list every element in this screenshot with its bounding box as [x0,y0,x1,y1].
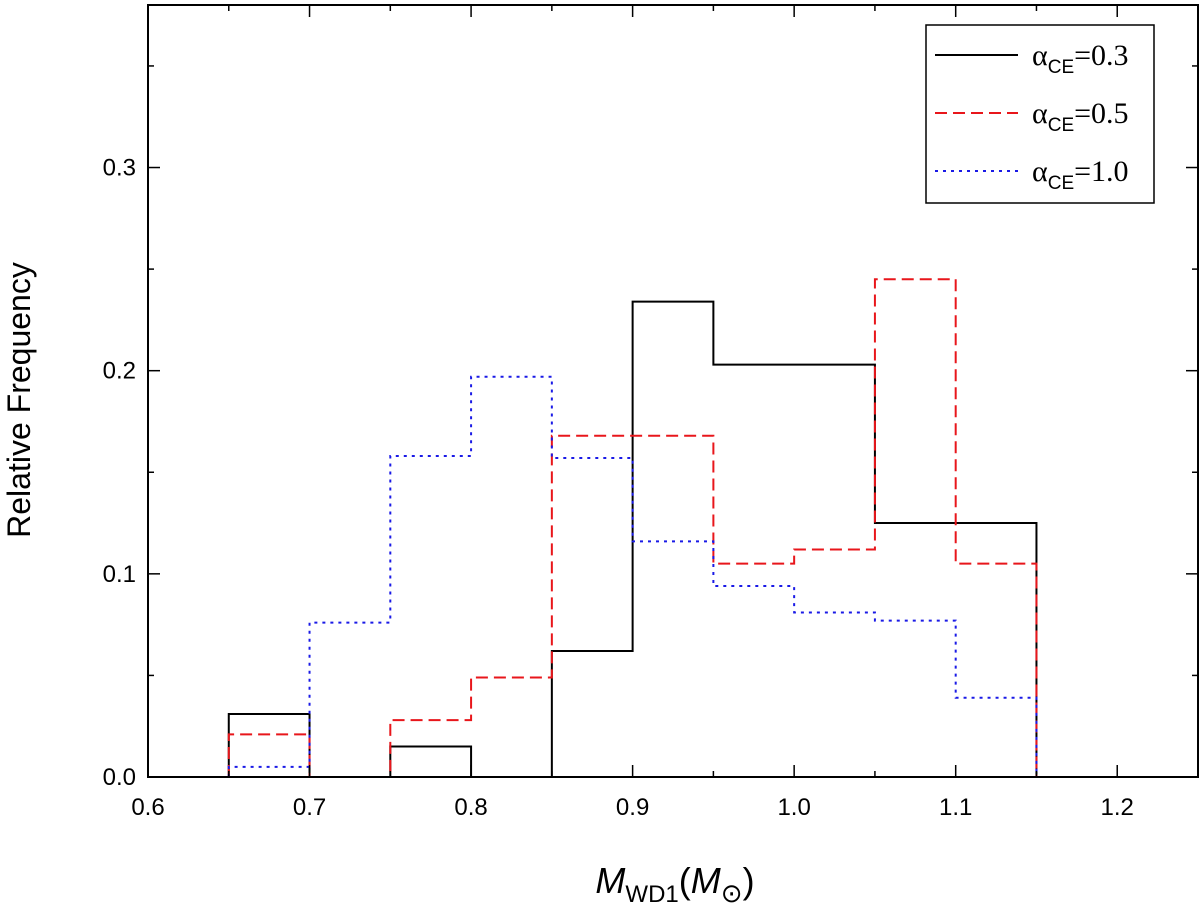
x-tick-label: 1.1 [939,794,972,821]
legend: αCE=0.3 αCE=0.5 αCE=1.0 [925,24,1155,204]
series-2-step-line [227,278,1038,778]
x-tick-label: 0.7 [293,794,326,821]
series-1-step-line [227,300,1038,778]
y-tick-label: 0.2 [103,358,136,385]
legend-label-3: αCE=1.0 [1032,155,1129,194]
x-axis-title-unit: M [691,860,721,901]
series-layer [227,278,1038,778]
sun-symbol-icon: ⊙ [721,878,743,908]
x-axis-title-main: M [595,860,625,901]
ticks-layer: 0.6 0.7 0.8 0.9 1.0 1.1 1.2 0.0 0.1 0.2 0.3 [103,5,1199,821]
x-tick-label: 1.2 [1101,794,1134,821]
x-axis-title-sub: WD1 [625,881,678,908]
x-tick-label: 1.0 [777,794,810,821]
y-axis-title: Relative Frequency [1,262,37,538]
legend-label-1: αCE=0.3 [1032,39,1129,78]
y-tick-label: 0.0 [103,764,136,791]
x-tick-label: 0.6 [131,794,164,821]
series-3-step-line [227,375,1038,777]
y-tick-label: 0.1 [103,561,136,588]
y-tick-label: 0.3 [103,155,136,182]
x-tick-label: 0.8 [454,794,487,821]
x-axis-title-paren-open: ( [679,860,691,901]
legend-label-2: αCE=0.5 [1032,97,1129,136]
x-tick-label: 0.9 [616,794,649,821]
plot-frame [147,4,1199,778]
x-axis-title: MWD1(M⊙) [595,860,754,908]
legend-items: αCE=0.3 αCE=0.5 αCE=1.0 [935,39,1129,194]
x-axis-title-paren-close: ) [743,860,755,901]
